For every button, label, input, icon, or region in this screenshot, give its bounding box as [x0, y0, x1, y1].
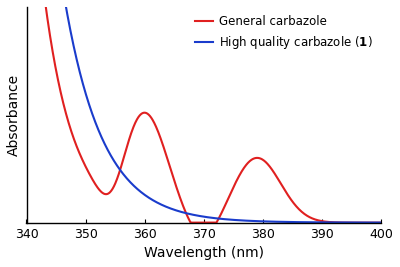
Y-axis label: Absorbance: Absorbance	[7, 74, 21, 156]
X-axis label: Wavelength (nm): Wavelength (nm)	[144, 246, 264, 260]
Legend: General carbazole, High quality carbazole ($\mathbf{1}$): General carbazole, High quality carbazol…	[191, 10, 378, 56]
